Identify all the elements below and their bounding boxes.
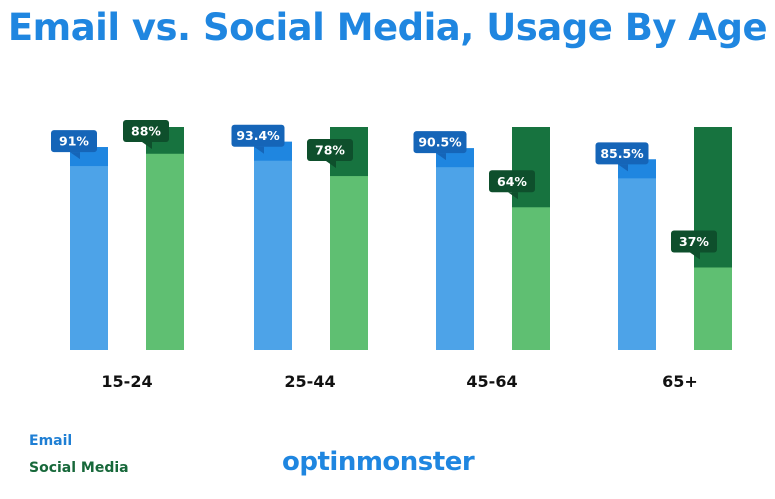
legend-social-media: Social Media [29,460,129,476]
email-data-label-15-24-bg [51,130,97,153]
legend-email: Email [29,433,72,449]
email-data-label-15-24: 91% [51,130,97,160]
email-data-label-15-24-text: 91% [59,134,89,149]
social-media-data-label-15-24-pointer [142,142,152,149]
email-data-label-45-64-bg [413,131,467,154]
optinmonster-logo: optinmonster [282,447,475,477]
social-media-data-label-45-64-text: 64% [497,174,527,189]
email-bar-65+ [618,159,656,350]
legend-social-media-label: Social Media [29,460,129,476]
social-media-bar-65+ [694,267,732,350]
email-bar-25-44 [254,141,292,350]
email-data-label-45-64-text: 90.5% [418,135,462,150]
social-media-data-label-65+-bg [671,230,717,253]
social-media-bar-15-24 [146,153,184,350]
email-data-label-65+-text: 85.5% [600,146,644,161]
social-media-data-label-65+-text: 37% [679,234,709,249]
email-data-label-45-64-pointer [436,153,446,161]
email-data-label-65+: 85.5% [595,142,649,172]
social-media-data-label-45-64-pointer [508,192,518,200]
email-bar-45-64 [436,148,474,350]
social-media-data-label-45-64-bg [489,170,535,193]
social-media-data-label-15-24: 88% [123,120,169,149]
social-media-data-label-15-24-text: 88% [131,124,161,139]
email-data-label-25-44-pointer [254,146,264,154]
social-media-data-label-45-64: 64% [489,170,535,200]
category-label-15-24: 15-24 [101,372,152,391]
social-media-bar-45-64 [512,207,550,350]
email-data-label-65+-pointer [618,164,628,172]
logo-text: optinmonster [282,447,475,477]
email-data-label-15-24-pointer [70,152,80,160]
email-data-label-65+-bg [595,142,649,165]
chart-title: Email vs. Social Media, Usage By Age [7,6,768,49]
email-data-label-45-64: 90.5% [413,131,467,161]
email-bar-15-24 [70,147,108,350]
social-media-data-label-15-24-bg [123,120,169,142]
social-media-data-label-25-44-bg [307,139,353,162]
social-media-data-label-25-44: 78% [307,139,353,169]
category-label-65+: 65+ [662,372,698,391]
social-media-data-label-25-44-pointer [326,161,336,169]
email-data-label-25-44: 93.4% [231,124,285,154]
legend-email-label: Email [29,433,73,449]
social-media-bar-25-44 [330,176,368,350]
social-media-data-label-25-44-text: 78% [315,143,345,158]
category-label-25-44: 25-44 [284,372,335,391]
social-media-data-label-65+-pointer [690,252,700,260]
social-media-data-label-65+: 37% [671,230,717,260]
category-label-45-64: 45-64 [466,372,517,391]
email-data-label-25-44-bg [231,124,285,147]
email-data-label-25-44-text: 93.4% [236,128,280,143]
